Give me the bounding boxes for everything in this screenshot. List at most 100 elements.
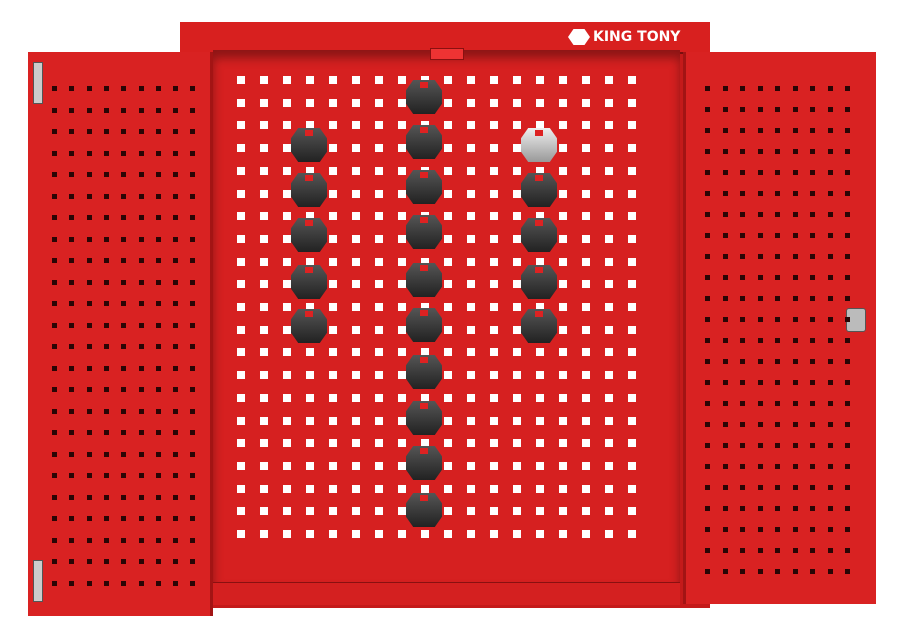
door-hole [810, 380, 815, 385]
door-hole [757, 212, 763, 217]
pegboard-hole [237, 76, 245, 84]
door-hole [173, 537, 179, 543]
door-hole [155, 473, 161, 478]
pegboard-hole [306, 166, 314, 175]
door-hole [775, 527, 780, 532]
door-hole [121, 430, 127, 435]
pegboard-hole [306, 76, 314, 84]
door-hole [52, 559, 57, 564]
door-hole [52, 451, 57, 457]
door-hole [173, 344, 179, 349]
door-hole [52, 236, 57, 242]
pegboard-hole [467, 98, 475, 107]
pegboard-hole [306, 257, 314, 266]
door-hole [740, 275, 745, 280]
pegboard-hole [605, 461, 613, 470]
pegboard-hole [260, 439, 268, 448]
tool-hook[interactable] [291, 218, 327, 252]
pegboard-hole [375, 393, 383, 402]
door-hole [810, 191, 815, 196]
door-hole [190, 236, 196, 242]
tool-hook[interactable] [406, 493, 442, 527]
tool-hook[interactable] [291, 128, 327, 162]
pegboard-hole [582, 393, 590, 402]
tool-hook[interactable] [291, 173, 327, 207]
tool-hook[interactable] [521, 128, 557, 162]
tool-hook[interactable] [406, 215, 442, 249]
tool-hook[interactable] [406, 80, 442, 114]
door-hole [810, 86, 815, 91]
door-hole [722, 296, 728, 301]
door-hole [103, 387, 109, 392]
door-hole [845, 317, 850, 322]
door-hole [792, 149, 798, 154]
pegboard-hole [375, 166, 383, 175]
pegboard-hole [582, 280, 590, 289]
tool-hook[interactable] [406, 125, 442, 159]
door-hole [103, 86, 109, 91]
tool-hook[interactable] [406, 355, 442, 389]
tool-hook[interactable] [521, 265, 557, 299]
door-hole [827, 233, 833, 238]
pegboard-hole [260, 325, 268, 334]
tool-hook[interactable] [291, 309, 327, 343]
pegboard-hole [444, 303, 452, 311]
tool-hook[interactable] [406, 446, 442, 480]
pegboard-hole [283, 530, 291, 538]
door-hole [775, 86, 780, 91]
pegboard-hole [329, 416, 337, 425]
door-hole [740, 170, 745, 175]
tool-hook[interactable] [406, 308, 442, 342]
pegboard-hole [559, 121, 567, 130]
tool-hook[interactable] [406, 170, 442, 204]
right-door[interactable] [683, 52, 876, 604]
pegboard-hole [398, 189, 406, 198]
door-hole [722, 443, 728, 448]
pegboard-hole [375, 416, 383, 425]
pegboard-hole [513, 507, 521, 516]
pegboard-hole [283, 121, 291, 130]
tool-hook[interactable] [521, 309, 557, 343]
pegboard-hole [375, 144, 383, 153]
door-hole [722, 317, 728, 322]
pegboard-hole [398, 234, 406, 243]
tool-hook[interactable] [291, 265, 327, 299]
door-hole [722, 359, 728, 364]
door-hole [740, 485, 745, 490]
tool-hook[interactable] [406, 401, 442, 435]
door-hole [69, 193, 75, 199]
pegboard-hole [398, 439, 406, 448]
door-hole [86, 494, 92, 500]
tool-hook[interactable] [521, 173, 557, 207]
pegboard-hole [513, 212, 521, 221]
pegboard-hole [628, 76, 636, 84]
pegboard-hole [513, 76, 521, 84]
pegboard-hole [237, 212, 245, 221]
door-hole [103, 193, 109, 199]
tool-hook[interactable] [406, 263, 442, 297]
door-hole [190, 86, 196, 91]
door-hole [138, 430, 144, 435]
pegboard-hole [421, 439, 429, 448]
pegboard-hole [444, 507, 452, 516]
door-hole [757, 380, 763, 385]
door-hole [792, 464, 798, 469]
pegboard-hole [237, 257, 245, 266]
pegboard-hole [375, 257, 383, 266]
door-hole [810, 233, 815, 238]
pegboard-hole [605, 76, 613, 84]
pegboard-hole [467, 484, 475, 493]
pegboard-hole [490, 234, 498, 243]
pegboard-hole [260, 189, 268, 198]
door-hole [121, 150, 127, 156]
door-hole [740, 338, 745, 343]
left-door[interactable] [28, 52, 213, 616]
pegboard-hole [605, 348, 613, 357]
pegboard-hole [490, 530, 498, 538]
door-hole [138, 365, 144, 371]
pegboard-hole [536, 76, 544, 84]
door-hole [740, 569, 745, 574]
tool-hook[interactable] [521, 218, 557, 252]
pegboard-hole [536, 371, 544, 380]
door-hole [845, 422, 850, 427]
